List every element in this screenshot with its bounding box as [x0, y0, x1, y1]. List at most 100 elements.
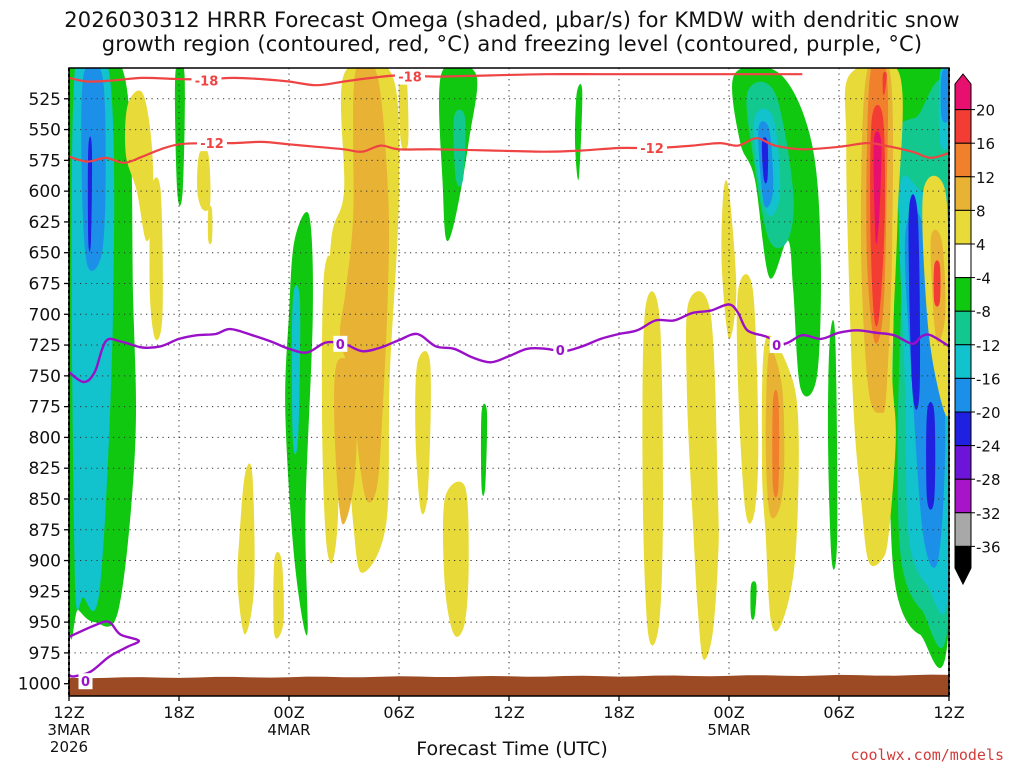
colorbar-bin-14	[954, 545, 972, 586]
x-tick-label-48: 12Z	[933, 703, 964, 722]
y-tick-label-525: 525	[29, 90, 61, 110]
y-axis: 525 550 575 600 625 650 675 700 725 750 775 800 825 8…	[18, 90, 69, 695]
freezing-label-1-bg	[333, 335, 348, 352]
colorbar-bin-13	[954, 512, 972, 547]
colorbar-bin-10	[954, 411, 972, 447]
colorbar-label-2: 12	[976, 169, 995, 187]
omega-region-28	[197, 148, 211, 212]
dgz-label--12-0: -12	[200, 137, 224, 152]
y-tick-label-825: 825	[29, 459, 61, 479]
dgz-contour--12	[69, 137, 949, 164]
omega-region-50	[873, 131, 882, 245]
y-tick-label-1000: 1000	[18, 675, 61, 695]
dgz-label--12-1-bg	[637, 140, 667, 157]
colorbar-bin-3	[954, 176, 972, 211]
omega-region-51	[882, 71, 887, 95]
y-tick-label-550: 550	[29, 121, 61, 141]
colorbar-label-11: -28	[976, 471, 1001, 489]
y-tick-label-700: 700	[29, 305, 61, 325]
colorbar-label-9: -20	[976, 404, 1001, 422]
y-tick-label-675: 675	[29, 274, 61, 294]
colorbar-label-6: -8	[976, 303, 991, 321]
x-tick-date-0: 3MAR	[47, 721, 90, 739]
x-tick-label-24: 12Z	[493, 703, 524, 722]
omega-region-4	[174, 68, 185, 206]
grid-layer	[68, 68, 950, 696]
colorbar-bin-2	[954, 142, 972, 178]
credit-text[interactable]: coolwx.com/models	[850, 746, 1004, 764]
omega-region-37	[415, 351, 431, 515]
colorbar: 20 16 12 8 4 -4 -8 -12 -16 -20 -24 -28 -32 -36	[954, 73, 1001, 586]
omega-region-6	[453, 109, 466, 187]
omega-shading-layer	[69, 68, 949, 669]
colorbar-label-7: -12	[976, 337, 1001, 355]
freezing-label-1: 0	[336, 338, 345, 353]
omega-region-27	[149, 177, 163, 341]
omega-region-36	[398, 68, 409, 151]
freezing-label-3-bg	[769, 337, 784, 354]
dgz-label--18-0-bg	[191, 72, 222, 89]
y-tick-label-950: 950	[29, 613, 61, 633]
dgz-label--18-1: -18	[398, 71, 422, 86]
omega-region-10	[480, 403, 488, 496]
omega-region-2	[81, 68, 106, 271]
y-tick-label-625: 625	[29, 213, 61, 233]
omega-region-34	[340, 68, 390, 503]
y-tick-label-725: 725	[29, 336, 61, 356]
x-tick-label-30: 18Z	[603, 703, 634, 722]
x-tick-year-0: 2026	[50, 738, 88, 756]
omega-region-41	[686, 291, 719, 660]
omega-region-39	[721, 180, 737, 340]
y-tick-label-650: 650	[29, 244, 61, 264]
chart-title-line-2: growth region (contoured, red, °C) and f…	[101, 32, 923, 56]
colorbar-bin-12	[954, 478, 972, 514]
y-tick-label-925: 925	[29, 582, 61, 602]
colorbar-bin-7	[954, 310, 972, 346]
y-tick-label-800: 800	[29, 428, 61, 448]
colorbar-bin-9	[954, 377, 972, 413]
freezing-label-0-bg	[78, 673, 93, 690]
omega-region-29	[207, 205, 213, 245]
omega-region-42	[736, 274, 759, 524]
x-tick-label-12: 00Z	[273, 703, 304, 722]
colorbar-bin-6	[954, 277, 972, 312]
x-tick-label-36: 00Z	[713, 703, 744, 722]
y-tick-label-750: 750	[29, 367, 61, 387]
colorbar-bin-11	[954, 445, 972, 480]
x-tick-label-0: 12Z	[53, 703, 84, 722]
omega-region-25	[940, 68, 949, 123]
colorbar-label-1: 16	[976, 135, 995, 153]
omega-region-3	[87, 136, 93, 252]
freezing-label-3: 0	[772, 339, 781, 354]
omega-region-23	[926, 402, 936, 510]
y-tick-label-575: 575	[29, 151, 61, 171]
y-tick-label-900: 900	[29, 552, 61, 572]
colorbar-bin-0	[954, 73, 972, 111]
colorbar-label-4: 4	[976, 236, 986, 254]
y-tick-label-600: 600	[29, 182, 61, 202]
omega-region-45	[772, 389, 780, 498]
x-tick-date-36: 5MAR	[707, 721, 750, 739]
omega-region-7	[574, 84, 583, 181]
omega-region-35	[334, 358, 357, 525]
y-tick-label-975: 975	[29, 644, 61, 664]
colorbar-label-3: 8	[976, 202, 986, 220]
x-tick-label-42: 06Z	[823, 703, 854, 722]
colorbar-bin-5	[954, 243, 972, 279]
omega-region-30	[237, 463, 255, 635]
terrain-surface	[69, 674, 949, 696]
x-tick-date-12: 4MAR	[267, 721, 310, 739]
y-tick-label-875: 875	[29, 521, 61, 541]
colorbar-label-13: -36	[976, 538, 1001, 556]
colorbar-label-5: -4	[976, 270, 991, 288]
omega-region-54	[933, 260, 941, 307]
freezing-level-contour	[68, 303, 950, 384]
freezing-label-0: 0	[81, 675, 90, 690]
colorbar-label-8: -16	[976, 370, 1001, 388]
y-tick-label-775: 775	[29, 398, 61, 418]
freezing-label-2: 0	[556, 344, 565, 359]
dgz-label--12-1: -12	[640, 142, 664, 157]
